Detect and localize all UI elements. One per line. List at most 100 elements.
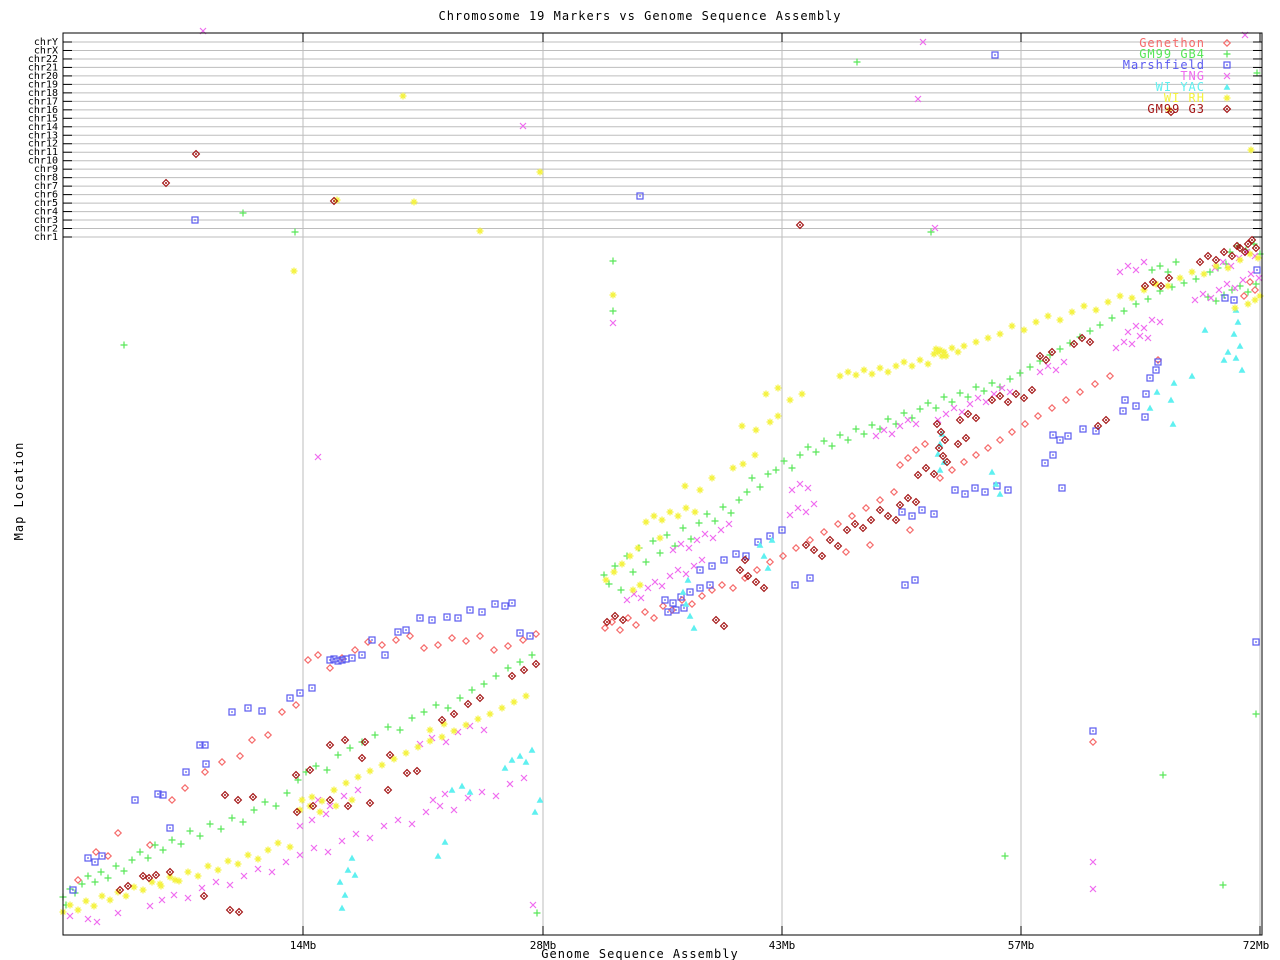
data-point [948, 398, 956, 406]
data-point [120, 341, 128, 349]
data-point [402, 749, 410, 757]
data-point [804, 484, 812, 492]
data-point [529, 901, 537, 909]
data-point [336, 878, 344, 885]
data-point [492, 792, 500, 800]
data-point [712, 616, 720, 624]
data-point [504, 642, 512, 650]
data-points [59, 27, 1264, 926]
data-point [812, 448, 820, 456]
data-point [904, 416, 912, 424]
data-point [674, 512, 682, 520]
data-point [186, 827, 194, 835]
data-point [456, 694, 464, 702]
data-point [364, 638, 372, 646]
data-point [444, 704, 452, 712]
data-point [940, 393, 948, 401]
data-point [636, 581, 644, 589]
data-point [1056, 316, 1064, 324]
data-point [1080, 302, 1088, 310]
chromosome-label: chr19 [28, 79, 58, 90]
data-point [792, 544, 800, 552]
data-point [166, 824, 174, 832]
data-point [254, 865, 262, 873]
data-point [196, 832, 204, 840]
data-point [1079, 425, 1087, 433]
chromosome-label: chr1 [34, 232, 58, 243]
data-point [104, 874, 112, 882]
data-point [884, 368, 892, 376]
data-point [476, 694, 484, 702]
data-point [912, 446, 920, 454]
data-point [464, 700, 472, 708]
data-point [348, 654, 356, 662]
data-point [316, 808, 324, 816]
chromosome-label: chr5 [34, 198, 58, 209]
data-point [1124, 328, 1132, 336]
data-point [204, 862, 212, 870]
data-point [617, 586, 625, 594]
data-point [310, 844, 318, 852]
data-point [1221, 294, 1229, 302]
data-point [984, 444, 992, 452]
chromosome-label: chr6 [34, 190, 58, 201]
data-point [820, 437, 828, 445]
data-point [1146, 404, 1154, 411]
data-point [610, 568, 618, 576]
data-point [474, 715, 482, 723]
data-point [972, 451, 980, 459]
data-point [292, 701, 300, 709]
data-point [1132, 300, 1140, 308]
data-point [522, 692, 530, 700]
data-point [1230, 330, 1238, 337]
chromosome-label: chr9 [34, 164, 58, 175]
data-point [244, 851, 252, 859]
data-point [844, 368, 852, 376]
data-point [1026, 363, 1034, 371]
data-point [642, 518, 650, 526]
data-point [684, 576, 692, 583]
data-point [1232, 354, 1240, 361]
data-point [988, 396, 996, 404]
series-genethon [74, 278, 1259, 884]
data-point [304, 656, 312, 664]
chromosome-label: chr16 [28, 105, 58, 116]
data-point [766, 558, 774, 566]
data-point [478, 608, 486, 616]
data-point [98, 892, 106, 900]
data-point [804, 443, 812, 451]
data-point [323, 766, 331, 774]
data-point [682, 570, 690, 578]
data-point [972, 383, 980, 391]
data-point [1255, 274, 1263, 282]
data-point [774, 384, 782, 392]
data-point [352, 830, 360, 838]
data-point [1144, 295, 1152, 303]
data-point [1230, 296, 1238, 304]
data-point [1004, 398, 1012, 406]
data-point [752, 578, 760, 586]
data-point [1212, 256, 1220, 264]
data-point [200, 892, 208, 900]
data-point [868, 421, 876, 429]
data-point [371, 731, 379, 739]
data-point [802, 508, 810, 516]
data-point [131, 796, 139, 804]
data-point [636, 192, 644, 200]
data-point [650, 614, 658, 622]
data-point [644, 584, 652, 592]
data-point [428, 616, 436, 624]
data-point [898, 508, 906, 516]
data-point [876, 496, 884, 504]
data-point [1136, 332, 1144, 340]
data-point [1064, 432, 1072, 440]
data-point [666, 572, 674, 580]
data-point [966, 400, 974, 408]
data-point [941, 436, 949, 444]
data-point [1132, 402, 1140, 410]
data-point [214, 866, 222, 874]
data-point [981, 488, 989, 496]
data-point [244, 704, 252, 712]
data-point [991, 51, 999, 59]
data-point [144, 854, 152, 862]
